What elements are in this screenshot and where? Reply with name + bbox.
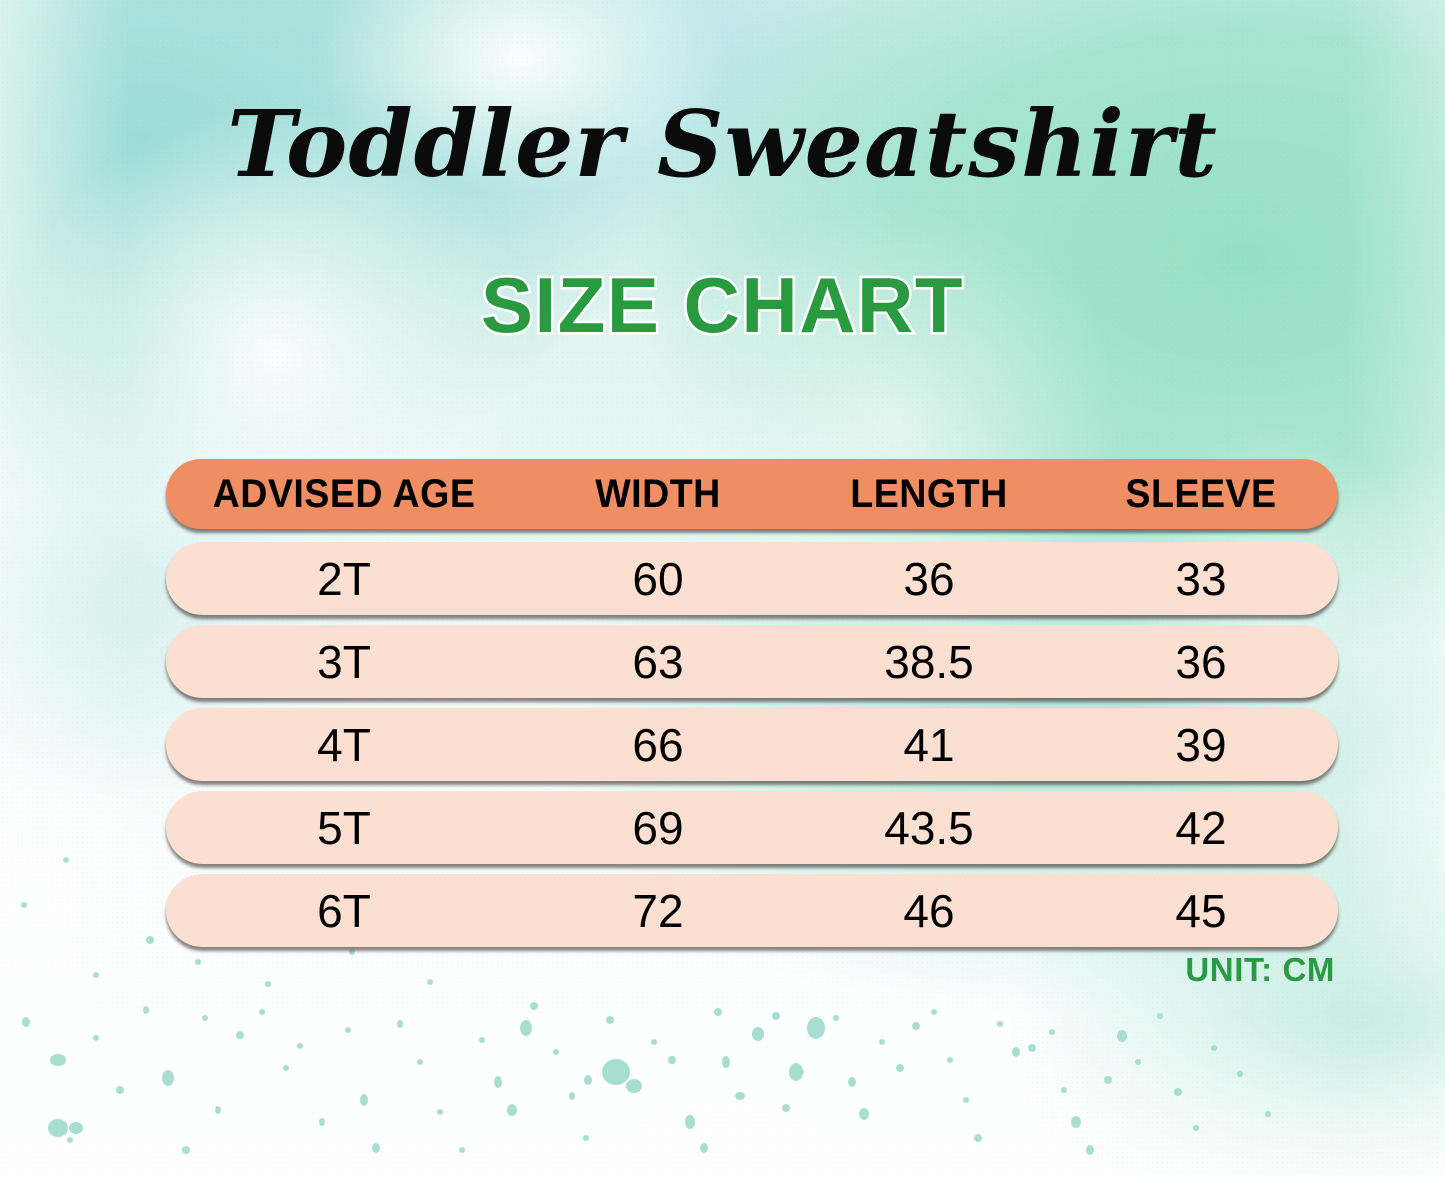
table-row: 4T 66 41 39: [166, 708, 1338, 781]
cell-sleeve: 33: [1175, 552, 1227, 605]
cell-sleeve: 36: [1175, 635, 1227, 688]
cell-width: 66: [632, 718, 684, 771]
table-row: 5T 69 43.5 42: [166, 791, 1338, 864]
cell-width: 72: [632, 884, 684, 937]
page-title: Toddler Sweatshirt: [227, 90, 1218, 198]
cell-advised-age: 6T: [317, 884, 371, 937]
column-header-advised-age: ADVISED AGE: [212, 471, 476, 516]
cell-width: 60: [632, 552, 684, 605]
table-row: 2T 60 36 33: [166, 542, 1338, 615]
table-row: 6T 72 46 45: [166, 874, 1338, 947]
cell-length: 41: [903, 718, 955, 771]
cell-advised-age: 5T: [317, 801, 371, 854]
cell-advised-age: 4T: [317, 718, 371, 771]
cell-width: 63: [632, 635, 684, 688]
cell-width: 69: [632, 801, 684, 854]
cell-sleeve: 45: [1175, 884, 1227, 937]
size-chart-table: ADVISED AGE WIDTH LENGTH SLEEVE 2T 60 36…: [166, 459, 1338, 947]
cell-advised-age: 3T: [317, 635, 371, 688]
cell-advised-age: 2T: [317, 552, 371, 605]
page-subtitle: SIZE CHART: [479, 261, 966, 349]
cell-length: 36: [903, 552, 955, 605]
cell-length: 43.5: [884, 801, 974, 854]
column-header-width: WIDTH: [595, 471, 721, 516]
cell-length: 46: [903, 884, 955, 937]
unit-note: UNIT: CM: [1185, 951, 1335, 988]
cell-length: 38.5: [884, 635, 974, 688]
cell-sleeve: 42: [1175, 801, 1227, 854]
table-row: 3T 63 38.5 36: [166, 625, 1338, 698]
column-header-length: LENGTH: [850, 471, 1008, 516]
table-header-row: ADVISED AGE WIDTH LENGTH SLEEVE: [166, 459, 1338, 529]
column-header-sleeve: SLEEVE: [1125, 471, 1277, 516]
cell-sleeve: 39: [1175, 718, 1227, 771]
